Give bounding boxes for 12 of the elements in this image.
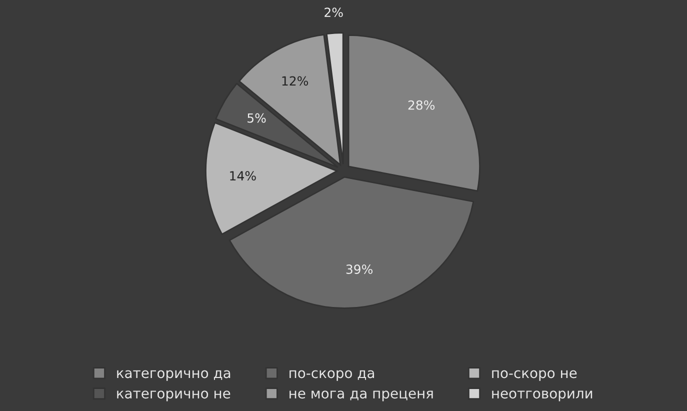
data-label: 28%: [408, 100, 435, 110]
legend-label: категорично не: [117, 390, 230, 402]
legend-label: неотговорили: [492, 390, 592, 402]
data-label: 14%: [230, 171, 256, 181]
legend-label: категорично да: [117, 370, 230, 381]
legend-label: не мога да преценя: [290, 390, 433, 402]
data-label: 39%: [346, 264, 373, 274]
data-label: 2%: [324, 8, 343, 18]
data-label: 5%: [248, 113, 266, 123]
data-label: 12%: [282, 76, 308, 86]
legend-label: по-скоро да: [290, 370, 374, 381]
legend-label: по-скоро не: [492, 370, 577, 381]
